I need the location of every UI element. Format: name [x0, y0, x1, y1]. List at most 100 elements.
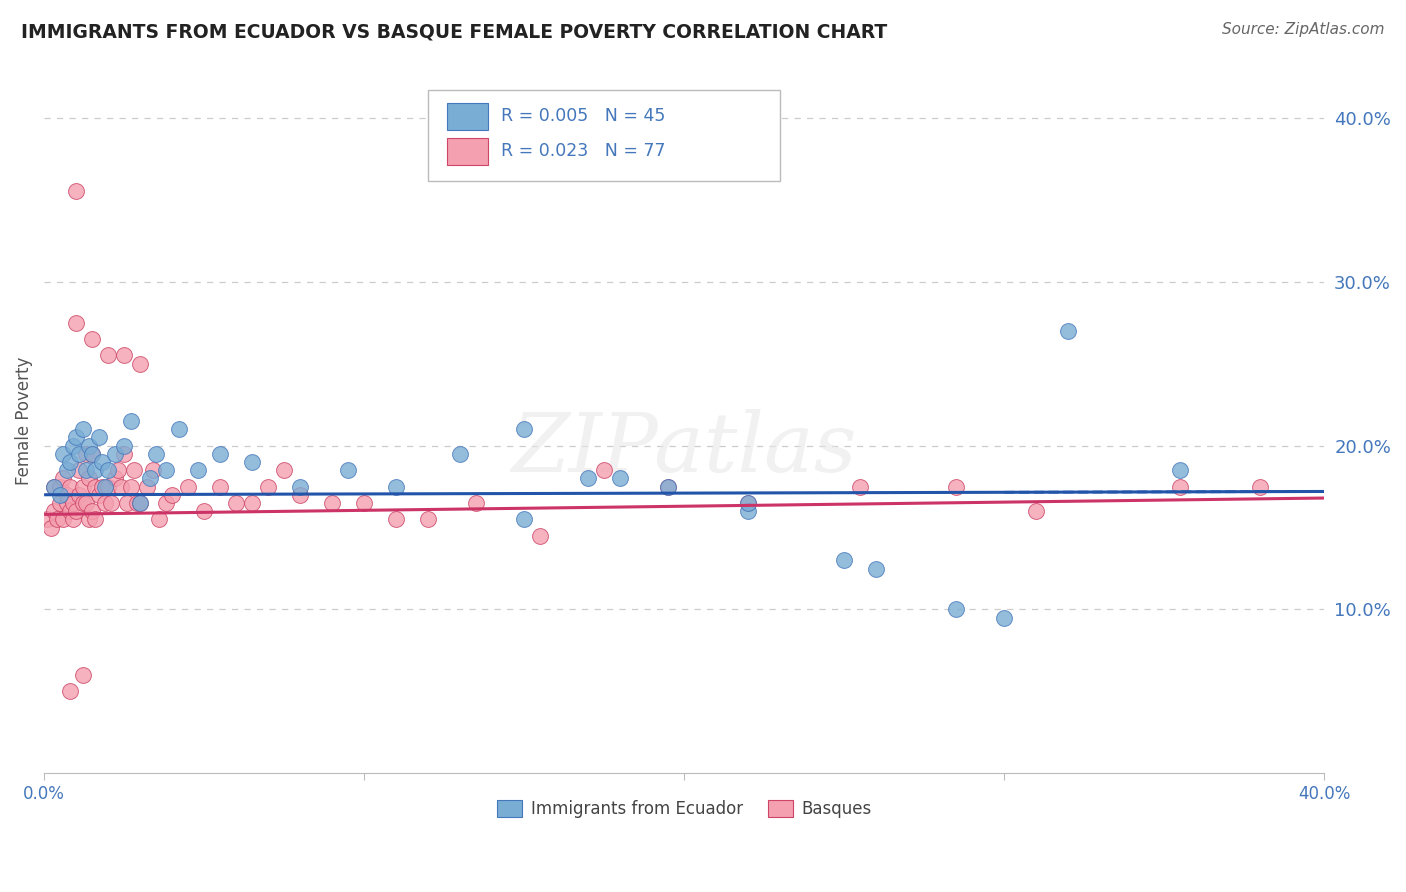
- Point: [82, 447, 104, 461]
- Point: [209, 447, 232, 461]
- Point: [55, 496, 77, 510]
- Point: [737, 504, 759, 518]
- Point: [94, 496, 117, 510]
- Point: [65, 185, 87, 199]
- Point: [103, 447, 125, 461]
- Point: [112, 348, 135, 362]
- Point: [513, 422, 536, 436]
- Point: [832, 553, 855, 567]
- Point: [90, 479, 112, 493]
- Point: [39, 520, 62, 534]
- Point: [67, 488, 90, 502]
- Point: [62, 496, 84, 510]
- Point: [418, 512, 440, 526]
- Point: [55, 463, 77, 477]
- Point: [138, 471, 160, 485]
- Point: [82, 447, 104, 461]
- Point: [257, 479, 280, 493]
- Point: [993, 610, 1015, 624]
- Point: [593, 463, 616, 477]
- Point: [97, 479, 120, 493]
- Legend: Immigrants from Ecuador, Basques: Immigrants from Ecuador, Basques: [491, 794, 877, 825]
- Point: [288, 488, 311, 502]
- Point: [107, 463, 129, 477]
- Point: [84, 463, 107, 477]
- Point: [103, 471, 125, 485]
- Point: [353, 496, 375, 510]
- Point: [65, 504, 87, 518]
- Point: [337, 463, 360, 477]
- Point: [1249, 479, 1271, 493]
- Point: [1025, 504, 1047, 518]
- Point: [82, 332, 104, 346]
- Point: [75, 463, 97, 477]
- Point: [240, 496, 263, 510]
- Point: [273, 463, 295, 477]
- Point: [945, 479, 967, 493]
- Point: [97, 348, 120, 362]
- Text: Source: ZipAtlas.com: Source: ZipAtlas.com: [1222, 22, 1385, 37]
- Point: [90, 455, 112, 469]
- Point: [59, 504, 82, 518]
- Text: IMMIGRANTS FROM ECUADOR VS BASQUE FEMALE POVERTY CORRELATION CHART: IMMIGRANTS FROM ECUADOR VS BASQUE FEMALE…: [21, 22, 887, 41]
- Point: [155, 496, 177, 510]
- Point: [75, 496, 97, 510]
- Point: [62, 439, 84, 453]
- Point: [120, 479, 142, 493]
- Point: [59, 479, 82, 493]
- Point: [62, 512, 84, 526]
- Point: [167, 422, 190, 436]
- Point: [84, 479, 107, 493]
- Point: [129, 496, 152, 510]
- Point: [97, 463, 120, 477]
- Point: [45, 512, 67, 526]
- Point: [849, 479, 872, 493]
- Point: [67, 463, 90, 477]
- Point: [737, 496, 759, 510]
- Point: [55, 488, 77, 502]
- Point: [49, 496, 72, 510]
- Point: [49, 488, 72, 502]
- Point: [385, 512, 408, 526]
- FancyBboxPatch shape: [429, 90, 780, 181]
- Point: [945, 602, 967, 616]
- Point: [52, 447, 75, 461]
- Point: [142, 463, 165, 477]
- Point: [120, 414, 142, 428]
- Bar: [447, 103, 488, 130]
- Point: [465, 496, 488, 510]
- Point: [77, 512, 100, 526]
- Point: [67, 447, 90, 461]
- Point: [135, 479, 157, 493]
- Point: [657, 479, 679, 493]
- Point: [82, 504, 104, 518]
- Point: [529, 529, 551, 543]
- Point: [321, 496, 343, 510]
- Point: [148, 512, 170, 526]
- Point: [187, 463, 209, 477]
- Point: [385, 479, 408, 493]
- Point: [110, 479, 132, 493]
- Point: [209, 479, 232, 493]
- Point: [177, 479, 200, 493]
- Point: [193, 504, 215, 518]
- Point: [72, 479, 94, 493]
- Point: [77, 439, 100, 453]
- Point: [129, 357, 152, 371]
- Point: [112, 447, 135, 461]
- Point: [1170, 463, 1192, 477]
- Point: [42, 479, 65, 493]
- Point: [122, 463, 145, 477]
- Point: [65, 316, 87, 330]
- Point: [72, 422, 94, 436]
- Text: R = 0.005   N = 45: R = 0.005 N = 45: [501, 107, 665, 125]
- Point: [72, 668, 94, 682]
- Point: [84, 512, 107, 526]
- Point: [87, 488, 110, 502]
- Point: [145, 447, 167, 461]
- Point: [609, 471, 631, 485]
- Point: [59, 455, 82, 469]
- Point: [576, 471, 599, 485]
- Point: [160, 488, 183, 502]
- Point: [112, 439, 135, 453]
